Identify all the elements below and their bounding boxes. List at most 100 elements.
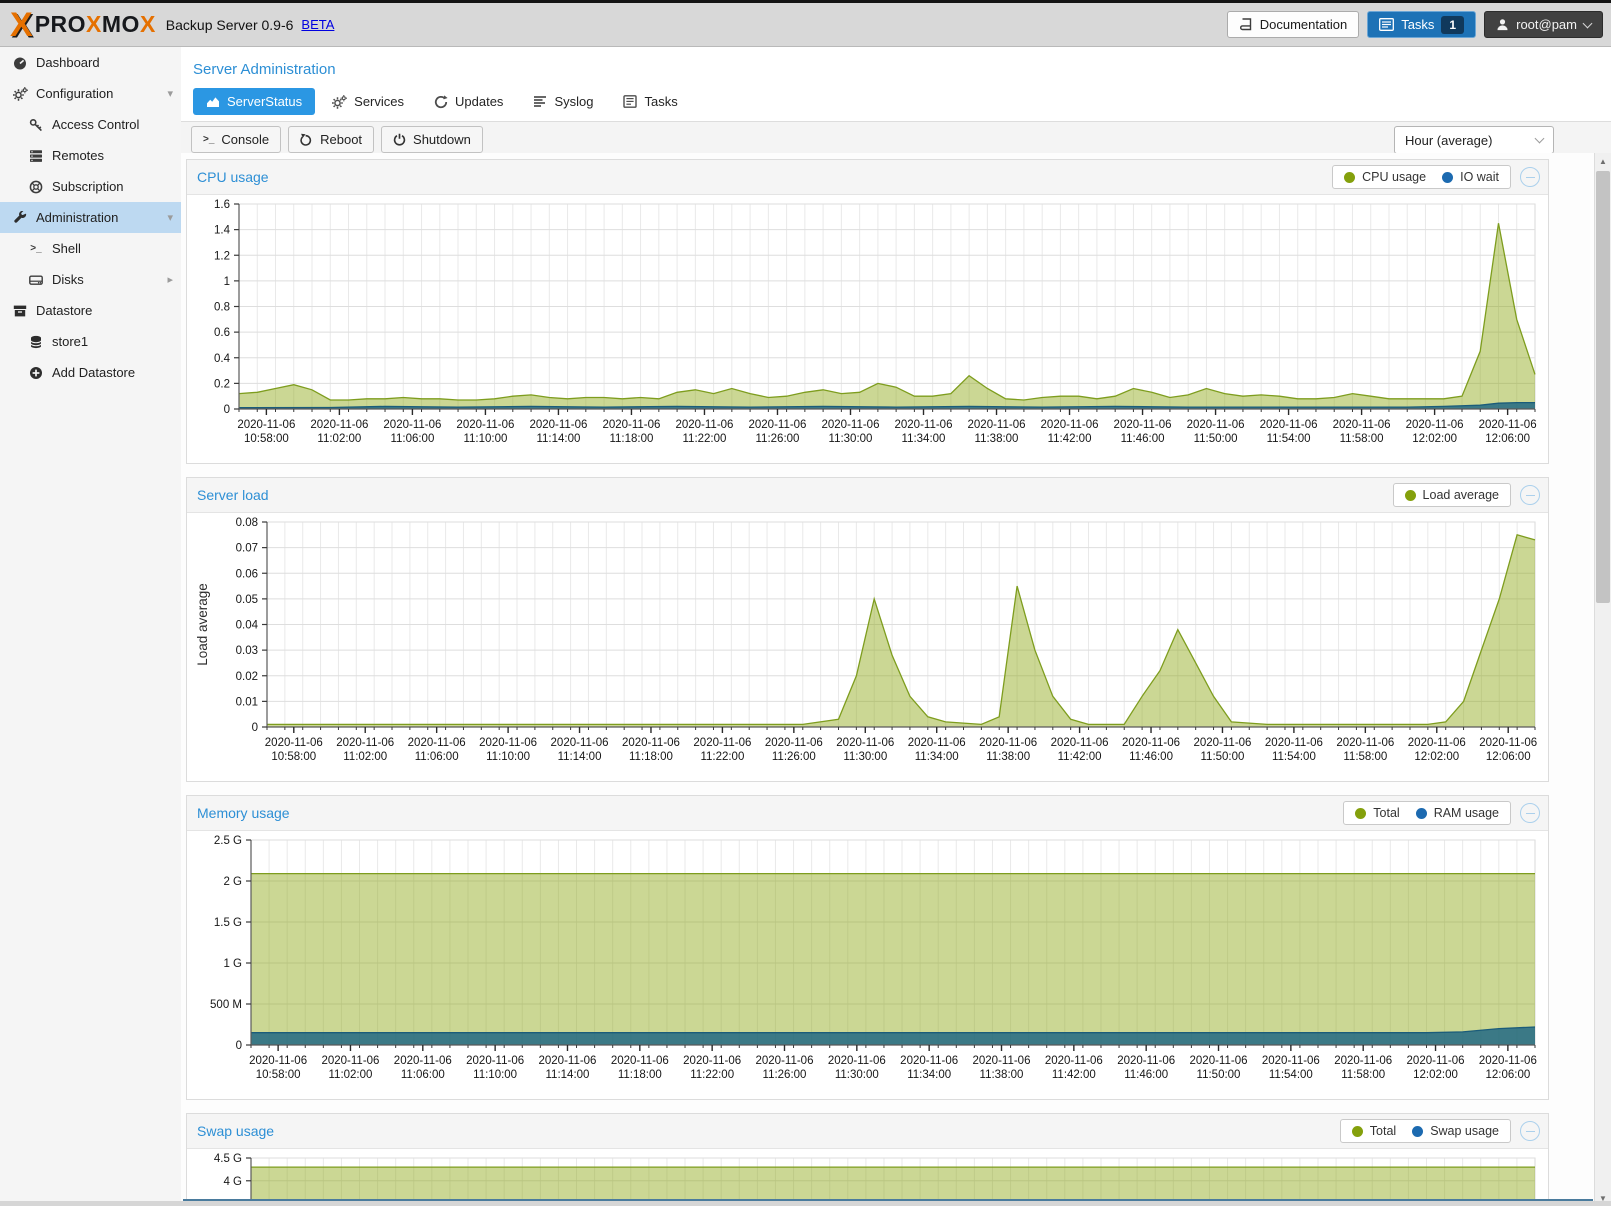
time-range-select[interactable]: Hour (average) bbox=[1394, 126, 1554, 154]
sidebar-item-label: Configuration bbox=[36, 86, 114, 101]
archive-box-icon bbox=[12, 304, 28, 318]
collapse-panel-icon[interactable] bbox=[1520, 803, 1540, 823]
wrench-icon bbox=[12, 210, 28, 225]
proxmox-logo-word: PROXMOX bbox=[35, 11, 156, 38]
legend-dot bbox=[1412, 1125, 1424, 1137]
legend-item[interactable]: Swap usage bbox=[1412, 1124, 1499, 1138]
window-bottom-edge bbox=[0, 1201, 1611, 1206]
legend-item[interactable]: Load average bbox=[1404, 488, 1499, 502]
svg-text:12:02:00: 12:02:00 bbox=[1412, 433, 1457, 445]
svg-text:11:38:00: 11:38:00 bbox=[980, 1069, 1024, 1081]
memory-usage-panel: Memory usage Total RAM usage 0 500 M 1 G 1.… bbox=[186, 795, 1549, 1100]
terminal-icon: >_ bbox=[30, 243, 42, 254]
shutdown-button[interactable]: Shutdown bbox=[381, 125, 483, 153]
svg-text:2020-11-06: 2020-11-06 bbox=[968, 419, 1026, 431]
collapse-panel-icon[interactable] bbox=[1520, 1121, 1540, 1141]
svg-text:11:18:00: 11:18:00 bbox=[609, 433, 653, 445]
sidebar-item-remotes[interactable]: Remotes bbox=[0, 140, 181, 171]
svg-text:0.05: 0.05 bbox=[236, 594, 258, 606]
svg-text:2020-11-06: 2020-11-06 bbox=[908, 737, 966, 749]
svg-text:11:46:00: 11:46:00 bbox=[1124, 1069, 1168, 1081]
beta-link[interactable]: BETA bbox=[301, 17, 335, 32]
documentation-button[interactable]: Documentation bbox=[1226, 11, 1360, 38]
svg-text:11:30:00: 11:30:00 bbox=[829, 433, 873, 445]
tab-serverstatus[interactable]: ServerStatus bbox=[193, 88, 316, 115]
area-chart-icon bbox=[206, 95, 220, 108]
svg-text:11:46:00: 11:46:00 bbox=[1129, 751, 1173, 763]
scroll-down-arrow[interactable]: ▼ bbox=[1599, 1193, 1607, 1203]
sidebar-item-subscription[interactable]: Subscription bbox=[0, 171, 181, 202]
user-menu-button[interactable]: root@pam bbox=[1484, 11, 1603, 38]
svg-text:2020-11-06: 2020-11-06 bbox=[529, 419, 587, 431]
cpu-usage-chart: 0 0.2 0.4 0.6 0.8 1 1.2 1.4 1.6 2020-11-06 10:58:0… bbox=[187, 195, 1548, 463]
reboot-label: Reboot bbox=[320, 131, 363, 147]
svg-text:1.4: 1.4 bbox=[214, 225, 231, 237]
collapse-panel-icon[interactable] bbox=[1520, 485, 1540, 505]
svg-text:0.2: 0.2 bbox=[214, 378, 230, 390]
tab-syslog[interactable]: Syslog bbox=[520, 88, 606, 115]
legend-dot bbox=[1344, 171, 1356, 183]
cpu-usage-panel-header: CPU usage CPU usage IO wait bbox=[187, 160, 1548, 195]
svg-text:4 G: 4 G bbox=[223, 1176, 242, 1188]
legend-item[interactable]: Total bbox=[1355, 806, 1400, 820]
legend-item[interactable]: CPU usage bbox=[1344, 170, 1426, 184]
legend-label: Swap usage bbox=[1430, 1124, 1499, 1138]
reboot-button[interactable]: Reboot bbox=[288, 125, 375, 153]
swap-usage-panel-header: Swap usage Total Swap usage bbox=[187, 1114, 1548, 1149]
cpu-usage-panel: CPU usage CPU usage IO wait 0 0.2 0.4 0.6 0.… bbox=[186, 159, 1549, 464]
scroll-up-arrow[interactable]: ▲ bbox=[1599, 156, 1607, 166]
svg-text:2020-11-06: 2020-11-06 bbox=[748, 419, 806, 431]
svg-text:2020-11-06: 2020-11-06 bbox=[828, 1055, 886, 1067]
svg-text:2020-11-06: 2020-11-06 bbox=[973, 1055, 1031, 1067]
tab-updates[interactable]: Updates bbox=[421, 88, 516, 115]
legend-item[interactable]: RAM usage bbox=[1415, 806, 1499, 820]
svg-text:10:58:00: 10:58:00 bbox=[244, 433, 289, 445]
svg-text:2020-11-06: 2020-11-06 bbox=[466, 1055, 524, 1067]
panel-title: CPU usage bbox=[197, 169, 269, 185]
sidebar-item-administration[interactable]: Administration ▾ bbox=[0, 202, 181, 233]
svg-text:11:42:00: 11:42:00 bbox=[1052, 1069, 1096, 1081]
sidebar-item-add-datastore[interactable]: Add Datastore bbox=[0, 357, 181, 388]
sidebar-item-dashboard[interactable]: Dashboard bbox=[0, 47, 181, 78]
life-ring-icon bbox=[28, 180, 44, 194]
legend-item[interactable]: IO wait bbox=[1442, 170, 1499, 184]
svg-text:2020-11-06: 2020-11-06 bbox=[1117, 1055, 1175, 1067]
svg-text:11:34:00: 11:34:00 bbox=[902, 433, 946, 445]
svg-text:2020-11-06: 2020-11-06 bbox=[321, 1055, 379, 1067]
scrollbar-thumb[interactable] bbox=[1596, 171, 1610, 603]
sidebar-item-configuration[interactable]: Configuration ▾ bbox=[0, 78, 181, 109]
page-title: Server Administration bbox=[193, 61, 336, 78]
sidebar-item-label: Add Datastore bbox=[52, 365, 136, 380]
console-button[interactable]: >_ Console bbox=[191, 125, 282, 153]
vertical-scrollbar[interactable]: ▲ ▼ bbox=[1594, 153, 1611, 1206]
sidebar-item-datastore[interactable]: Datastore bbox=[0, 295, 181, 326]
svg-text:11:18:00: 11:18:00 bbox=[618, 1069, 662, 1081]
sidebar-item-disks[interactable]: Disks ▸ bbox=[0, 264, 181, 295]
sidebar-item-store1[interactable]: store1 bbox=[0, 326, 181, 357]
svg-text:11:58:00: 11:58:00 bbox=[1340, 433, 1384, 445]
sidebar-item-shell[interactable]: >_ Shell bbox=[0, 233, 181, 264]
collapse-panel-icon[interactable] bbox=[1520, 167, 1540, 187]
panel-title: Swap usage bbox=[197, 1123, 275, 1139]
legend-item[interactable]: Total bbox=[1351, 1124, 1396, 1138]
svg-text:2020-11-06: 2020-11-06 bbox=[249, 1055, 307, 1067]
svg-text:2020-11-06: 2020-11-06 bbox=[756, 1055, 814, 1067]
book-icon bbox=[1239, 17, 1253, 32]
svg-text:11:58:00: 11:58:00 bbox=[1341, 1069, 1385, 1081]
caret-down-icon: ▾ bbox=[167, 212, 173, 224]
svg-text:0: 0 bbox=[224, 404, 230, 416]
legend-label: IO wait bbox=[1460, 170, 1499, 184]
svg-text:2020-11-06: 2020-11-06 bbox=[1051, 737, 1109, 749]
sidebar-item-access-control[interactable]: Access Control bbox=[0, 109, 181, 140]
svg-text:11:10:00: 11:10:00 bbox=[486, 751, 530, 763]
svg-text:10:58:00: 10:58:00 bbox=[256, 1069, 301, 1081]
tab-services[interactable]: Services bbox=[319, 88, 417, 115]
tab-tasks[interactable]: Tasks bbox=[610, 88, 690, 115]
svg-text:11:22:00: 11:22:00 bbox=[700, 751, 744, 763]
svg-text:0.02: 0.02 bbox=[236, 671, 258, 683]
svg-text:2020-11-06: 2020-11-06 bbox=[622, 737, 680, 749]
svg-text:2020-11-06: 2020-11-06 bbox=[1479, 1055, 1537, 1067]
server-load-panel-header: Server load Load average bbox=[187, 478, 1548, 513]
tasks-button[interactable]: Tasks 1 bbox=[1367, 11, 1477, 38]
legend-dot bbox=[1355, 807, 1367, 819]
